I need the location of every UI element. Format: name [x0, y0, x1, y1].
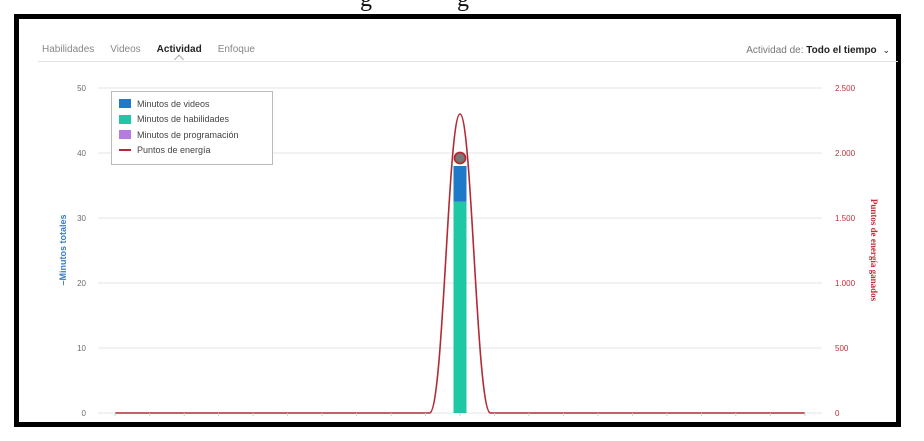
y-left-tick-label: 40 [77, 149, 86, 158]
cropped-heading: g g [0, 0, 924, 16]
y-left-tick-label: 30 [77, 214, 86, 223]
y-axis-left-label: –Minutos totales [58, 214, 68, 286]
legend-swatch-programacion [119, 130, 131, 140]
tab-actividad[interactable]: Actividad [156, 44, 202, 55]
legend-label-habilidades: Minutos de habilidades [137, 114, 230, 125]
y-right-tick-label: 500 [835, 344, 849, 353]
energy-line [115, 113, 805, 414]
y-right-tick-label: 1.000 [835, 279, 856, 288]
legend-item-videos[interactable]: Minutos de videos [119, 96, 272, 112]
y-left-tick-label: 20 [77, 279, 86, 288]
y-axis-right-label: Puntos de energía ganados [869, 198, 879, 302]
y-right-tick-label: 1.500 [835, 214, 856, 223]
y-left-tick-label: 0 [82, 409, 87, 418]
tab-videos[interactable]: Videos [110, 44, 141, 55]
y-left-tick-label: 10 [77, 344, 86, 353]
legend-item-programacion[interactable]: Minutos de programación [119, 127, 272, 143]
legend-label-energia: Puntos de energía [137, 145, 211, 156]
tab-habilidades[interactable]: Habilidades [42, 44, 95, 55]
legend-swatch-videos [119, 99, 131, 109]
tab-enfoque[interactable]: Enfoque [217, 44, 255, 55]
activity-filter-value: Todo el tiempo [806, 45, 877, 56]
chevron-down-icon: ⌄ [882, 45, 890, 55]
bar-habilidades [453, 201, 467, 413]
y-right-tick-label: 2.500 [835, 84, 856, 93]
legend-swatch-habilidades [119, 114, 131, 124]
legend-label-programacion: Minutos de programación [137, 129, 239, 140]
activity-filter-prefix: Actividad de: [746, 45, 804, 56]
legend-item-habilidades[interactable]: Minutos de habilidades [119, 112, 272, 128]
legend-label-videos: Minutos de videos [137, 98, 210, 109]
legend-swatch-energia [119, 149, 131, 152]
activity-period-dropdown[interactable]: Actividad de: Todo el tiempo ⌄ [746, 45, 890, 56]
hover-marker [453, 151, 467, 165]
y-left-tick-label: 50 [77, 84, 86, 93]
y-right-tick-label: 0 [835, 409, 840, 418]
y-right-tick-label: 2.000 [835, 149, 856, 158]
bar-videos [453, 166, 467, 202]
chart-legend: Minutos de videos Minutos de habilidades… [111, 91, 273, 165]
tab-bar: Habilidades Videos Actividad Enfoque [42, 44, 255, 55]
legend-item-energia[interactable]: Puntos de energía [119, 143, 272, 159]
tab-divider [38, 61, 898, 62]
